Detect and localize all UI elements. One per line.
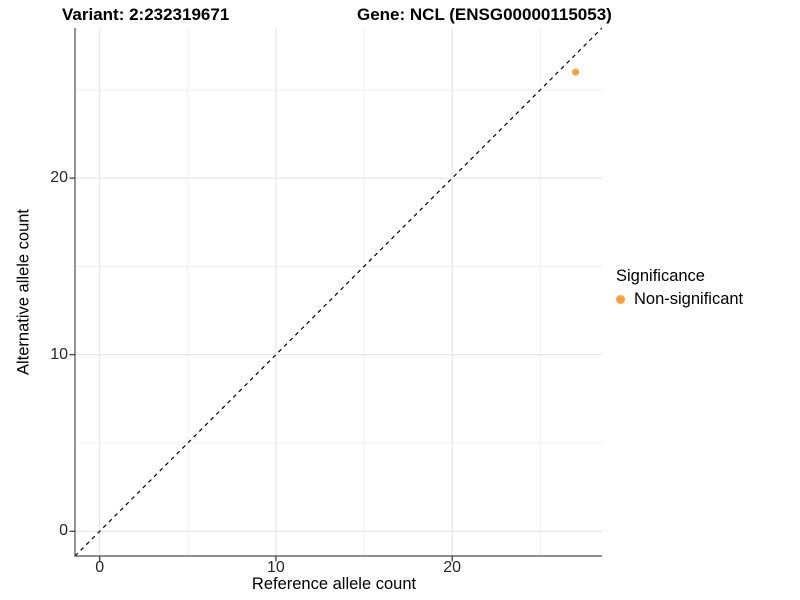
identity-dashed-line [74, 27, 603, 557]
legend-key-dot-icon [616, 294, 625, 304]
data-point [572, 68, 580, 76]
plot-title-variant: Variant: 2:232319671 [62, 5, 230, 24]
x-tick-label: 20 [443, 559, 462, 576]
y-tick-label: 20 [50, 169, 68, 187]
y-axis-title: Alternative allele count [14, 208, 33, 376]
legend-entry: Non-significant [616, 289, 743, 309]
x-tick-label: 10 [267, 559, 285, 576]
legend: Significance Non-significant [616, 266, 743, 309]
y-tick-label: 0 [59, 522, 68, 540]
legend-title: Significance [616, 267, 705, 285]
x-tick-label: 0 [95, 559, 105, 576]
legend-entry-label: Non-significant [634, 289, 744, 308]
legend-entries: Non-significant [616, 289, 743, 309]
plot-title-gene: Gene: NCL (ENSG00000115053) [357, 5, 612, 24]
y-tick-label: 10 [50, 345, 68, 363]
x-axis-title: Reference allele count [251, 575, 417, 593]
